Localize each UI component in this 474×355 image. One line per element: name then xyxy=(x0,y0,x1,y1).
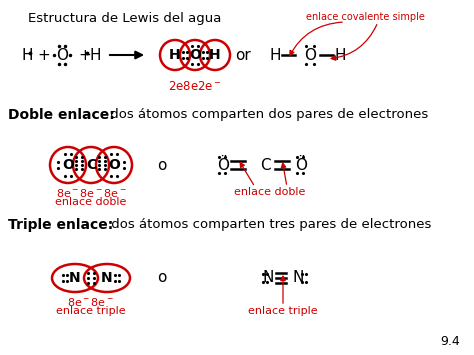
Text: +: + xyxy=(78,48,91,62)
Text: enlace covalente simple: enlace covalente simple xyxy=(306,12,424,22)
Text: Triple enlace:: Triple enlace: xyxy=(8,218,113,232)
Text: +: + xyxy=(37,48,50,62)
Text: O: O xyxy=(304,48,316,62)
Text: enlace triple: enlace triple xyxy=(248,306,318,316)
Text: N: N xyxy=(69,271,81,285)
Text: C: C xyxy=(86,158,96,172)
Text: O: O xyxy=(56,48,68,62)
Text: Estructura de Lewis del agua: Estructura de Lewis del agua xyxy=(28,12,221,25)
Text: O: O xyxy=(62,158,74,172)
Text: enlace doble: enlace doble xyxy=(55,197,127,207)
Text: H: H xyxy=(209,48,221,62)
Text: H: H xyxy=(169,48,181,62)
Text: N: N xyxy=(292,271,304,285)
Text: enlace doble: enlace doble xyxy=(234,187,306,197)
Text: 8e$^-$8e$^-$: 8e$^-$8e$^-$ xyxy=(67,296,115,308)
Text: dos átomos comparten tres pares de electrones: dos átomos comparten tres pares de elect… xyxy=(107,218,431,231)
Text: N: N xyxy=(262,271,273,285)
Text: H: H xyxy=(269,48,281,62)
Text: dos átomos comparten dos pares de electrones: dos átomos comparten dos pares de electr… xyxy=(106,108,428,121)
Text: 2e8e2e$^-$: 2e8e2e$^-$ xyxy=(168,80,222,93)
Text: N: N xyxy=(101,271,113,285)
Text: enlace triple: enlace triple xyxy=(56,306,126,316)
Text: O: O xyxy=(189,48,201,62)
Text: H: H xyxy=(334,48,346,62)
Text: o: o xyxy=(157,271,167,285)
Text: 9.4: 9.4 xyxy=(440,335,460,348)
Text: or: or xyxy=(235,48,251,62)
Text: Ö: Ö xyxy=(295,158,307,173)
Text: Ö: Ö xyxy=(217,158,229,173)
Text: o: o xyxy=(157,158,167,173)
Text: C: C xyxy=(260,158,270,173)
Text: O: O xyxy=(108,158,120,172)
Text: H: H xyxy=(90,48,101,62)
Text: Doble enlace:: Doble enlace: xyxy=(8,108,115,122)
Text: H: H xyxy=(22,48,34,62)
Text: 8e$^-$8e$^-$8e$^-$: 8e$^-$8e$^-$8e$^-$ xyxy=(55,187,127,199)
